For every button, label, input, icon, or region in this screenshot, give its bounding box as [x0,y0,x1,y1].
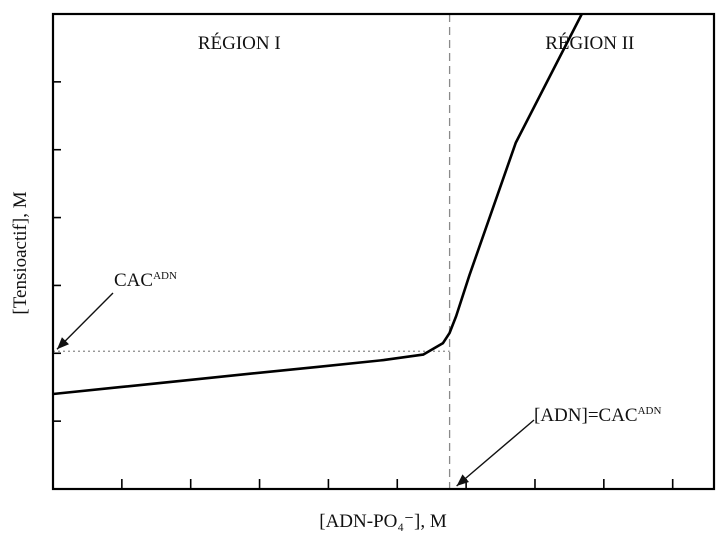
series-layer [52,13,583,396]
region-2-label: RÉGION II [545,32,634,54]
x-axis-label: [ADN-PO₄⁻], M [319,511,447,532]
plot-frame [51,12,716,491]
arrow-to-threshold [456,419,535,487]
series-line [52,13,583,396]
arrow-to-cac [56,292,114,350]
annotation-adn-cac-base: [ADN]=CAC [534,405,638,426]
reference-lines [53,14,451,489]
annotation-adn-cac-superscript: ADN [638,405,662,417]
y-axis-label: [Tensioactif], M [10,191,31,314]
annotation-cac-superscript: ADN [153,270,177,282]
annotation-cac-base: CAC [114,270,153,291]
annotation-arrows [56,292,535,487]
region-1-label: RÉGION I [198,32,281,54]
ticks-layer [53,81,674,489]
annotation-cac-label: CACADN [114,270,177,291]
annotation-adn-cac-label: [ADN]=CACADN [534,405,661,426]
